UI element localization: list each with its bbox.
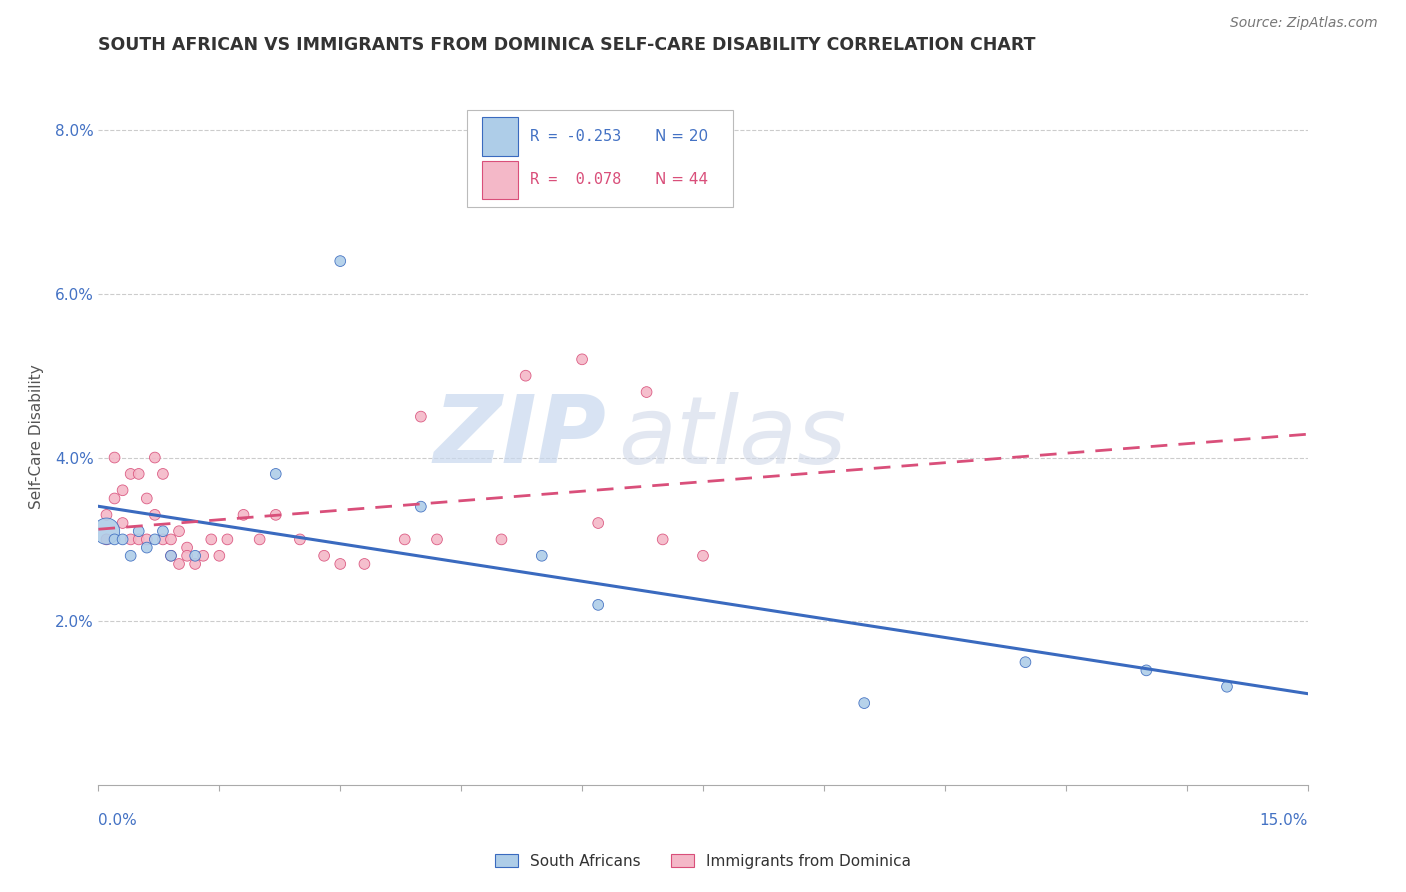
Point [232, 508, 254, 522]
Point [394, 533, 416, 547]
Point [571, 352, 593, 367]
Point [176, 541, 198, 555]
Point [96, 524, 118, 539]
Text: 0.0%: 0.0% [98, 814, 138, 828]
Point [96, 533, 118, 547]
FancyBboxPatch shape [482, 161, 517, 199]
Point [103, 491, 125, 506]
Point [264, 508, 287, 522]
Point [160, 549, 183, 563]
Point [184, 557, 207, 571]
Point [409, 500, 432, 514]
Point [491, 533, 513, 547]
Point [1216, 680, 1239, 694]
Point [426, 533, 449, 547]
Point [651, 533, 673, 547]
FancyBboxPatch shape [467, 110, 734, 208]
Text: N = 44: N = 44 [655, 172, 707, 187]
Point [152, 524, 174, 539]
Point [152, 467, 174, 481]
Text: atlas: atlas [619, 392, 846, 483]
Point [249, 533, 271, 547]
Point [120, 467, 142, 481]
Point [160, 533, 183, 547]
Point [135, 541, 157, 555]
Point [143, 508, 166, 522]
Point [853, 696, 876, 710]
Text: N = 20: N = 20 [655, 129, 707, 144]
Point [586, 516, 609, 530]
Text: SOUTH AFRICAN VS IMMIGRANTS FROM DOMINICA SELF-CARE DISABILITY CORRELATION CHART: SOUTH AFRICAN VS IMMIGRANTS FROM DOMINIC… [98, 36, 1036, 54]
Point [135, 491, 157, 506]
Point [135, 533, 157, 547]
Point [111, 533, 134, 547]
Legend: South Africans, Immigrants from Dominica: South Africans, Immigrants from Dominica [489, 847, 917, 875]
Point [1014, 655, 1036, 669]
Point [193, 549, 215, 563]
Point [329, 254, 352, 268]
Text: Source: ZipAtlas.com: Source: ZipAtlas.com [1230, 16, 1378, 29]
Point [208, 549, 231, 563]
Point [160, 549, 183, 563]
Point [167, 524, 190, 539]
Point [1135, 664, 1157, 678]
Text: R = -0.253: R = -0.253 [530, 129, 621, 144]
Point [128, 524, 150, 539]
Point [152, 533, 174, 547]
Point [314, 549, 336, 563]
Point [353, 557, 375, 571]
Point [143, 533, 166, 547]
Point [167, 557, 190, 571]
Point [530, 549, 553, 563]
Text: R =  0.078: R = 0.078 [530, 172, 621, 187]
Point [692, 549, 714, 563]
Point [176, 549, 198, 563]
Point [515, 368, 537, 383]
Point [184, 549, 207, 563]
Point [143, 450, 166, 465]
Point [128, 467, 150, 481]
Point [288, 533, 311, 547]
Text: 15.0%: 15.0% [1260, 814, 1308, 828]
Point [329, 557, 352, 571]
Point [586, 598, 609, 612]
Point [103, 533, 125, 547]
Point [409, 409, 432, 424]
Point [120, 533, 142, 547]
FancyBboxPatch shape [482, 118, 517, 155]
Point [120, 549, 142, 563]
Point [217, 533, 239, 547]
Point [111, 516, 134, 530]
Point [200, 533, 222, 547]
Point [264, 467, 287, 481]
Text: ZIP: ZIP [433, 391, 606, 483]
Y-axis label: Self-Care Disability: Self-Care Disability [28, 365, 44, 509]
Point [96, 508, 118, 522]
Point [128, 533, 150, 547]
Point [636, 385, 658, 400]
Point [111, 483, 134, 498]
Point [103, 450, 125, 465]
